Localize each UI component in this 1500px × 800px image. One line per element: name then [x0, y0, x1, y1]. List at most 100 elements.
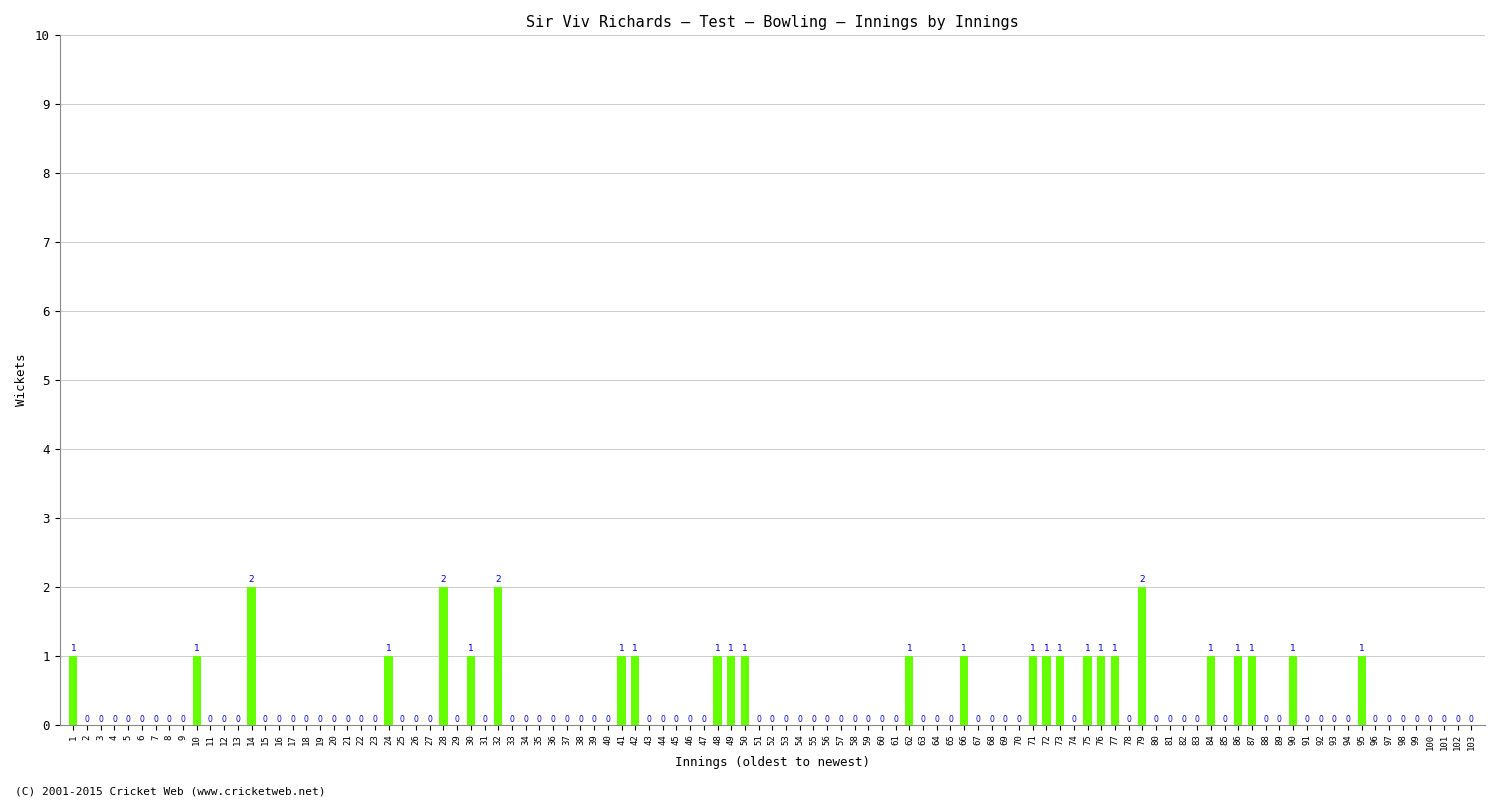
Text: 0: 0 — [1428, 714, 1432, 723]
Text: 0: 0 — [578, 714, 584, 723]
Text: 0: 0 — [879, 714, 885, 723]
Text: 0: 0 — [812, 714, 816, 723]
Text: 0: 0 — [1372, 714, 1378, 723]
Text: 0: 0 — [852, 714, 856, 723]
Bar — [192, 656, 201, 725]
Bar — [1234, 656, 1242, 725]
Text: 0: 0 — [1263, 714, 1268, 723]
Text: 1: 1 — [906, 644, 912, 653]
Text: 0: 0 — [414, 714, 419, 723]
Text: 1: 1 — [1208, 644, 1214, 653]
Bar — [440, 586, 447, 725]
Text: 1: 1 — [1030, 644, 1035, 653]
Text: 2: 2 — [441, 575, 446, 584]
Text: 0: 0 — [1017, 714, 1022, 723]
Text: 0: 0 — [372, 714, 378, 723]
Text: 0: 0 — [1305, 714, 1310, 723]
Text: 0: 0 — [1414, 714, 1419, 723]
Bar — [1112, 656, 1119, 725]
Text: 0: 0 — [934, 714, 939, 723]
Text: 0: 0 — [1167, 714, 1172, 723]
Text: 1: 1 — [194, 644, 200, 653]
Text: 0: 0 — [591, 714, 597, 723]
Text: 2: 2 — [249, 575, 255, 584]
Text: 0: 0 — [84, 714, 90, 723]
Text: 0: 0 — [1442, 714, 1446, 723]
Text: 1: 1 — [618, 644, 624, 653]
Bar — [1042, 656, 1050, 725]
Bar — [1208, 656, 1215, 725]
Text: 0: 0 — [606, 714, 610, 723]
Text: 0: 0 — [400, 714, 405, 723]
Text: 0: 0 — [1468, 714, 1473, 723]
Text: 0: 0 — [304, 714, 309, 723]
Bar — [1288, 656, 1298, 725]
Y-axis label: Wickets: Wickets — [15, 354, 28, 406]
Text: 0: 0 — [318, 714, 322, 723]
Text: 0: 0 — [988, 714, 994, 723]
Text: 0: 0 — [550, 714, 555, 723]
Text: 1: 1 — [1084, 644, 1090, 653]
Text: 0: 0 — [646, 714, 651, 723]
Text: 0: 0 — [1154, 714, 1158, 723]
Text: 0: 0 — [358, 714, 363, 723]
Bar — [248, 586, 255, 725]
Text: 0: 0 — [1222, 714, 1227, 723]
Text: 1: 1 — [729, 644, 734, 653]
Bar — [1248, 656, 1256, 725]
Bar — [494, 586, 502, 725]
Text: 0: 0 — [153, 714, 158, 723]
Text: 1: 1 — [70, 644, 76, 653]
Text: 0: 0 — [166, 714, 171, 723]
Text: 1: 1 — [1044, 644, 1050, 653]
Bar — [1056, 656, 1065, 725]
Text: 1: 1 — [742, 644, 748, 653]
Text: 0: 0 — [427, 714, 432, 723]
Text: 0: 0 — [1196, 714, 1200, 723]
Text: 0: 0 — [798, 714, 802, 723]
Text: 0: 0 — [1276, 714, 1282, 723]
Text: 1: 1 — [1290, 644, 1296, 653]
Text: 1: 1 — [633, 644, 638, 653]
Bar — [69, 656, 78, 725]
Bar — [618, 656, 626, 725]
Text: (C) 2001-2015 Cricket Web (www.cricketweb.net): (C) 2001-2015 Cricket Web (www.cricketwe… — [15, 786, 326, 796]
Text: 0: 0 — [1318, 714, 1323, 723]
Text: 0: 0 — [1401, 714, 1406, 723]
Text: 0: 0 — [332, 714, 336, 723]
Text: 0: 0 — [126, 714, 130, 723]
Text: 1: 1 — [714, 644, 720, 653]
Text: 0: 0 — [262, 714, 267, 723]
Text: 0: 0 — [825, 714, 830, 723]
Text: 1: 1 — [962, 644, 968, 653]
Bar — [384, 656, 393, 725]
Bar — [1358, 656, 1366, 725]
Text: 0: 0 — [209, 714, 213, 723]
Bar — [906, 656, 914, 725]
Bar — [1138, 586, 1146, 725]
Text: 0: 0 — [345, 714, 350, 723]
Text: 0: 0 — [660, 714, 664, 723]
Text: 0: 0 — [1126, 714, 1131, 723]
Text: 0: 0 — [948, 714, 952, 723]
Text: 1: 1 — [1112, 644, 1118, 653]
Text: 0: 0 — [702, 714, 706, 723]
Text: 0: 0 — [1346, 714, 1350, 723]
Text: 0: 0 — [537, 714, 542, 723]
Text: 0: 0 — [1386, 714, 1392, 723]
Text: 0: 0 — [482, 714, 488, 723]
Text: 0: 0 — [756, 714, 760, 723]
Bar — [1083, 656, 1092, 725]
Text: 0: 0 — [99, 714, 104, 723]
Text: 0: 0 — [674, 714, 680, 723]
Text: 0: 0 — [140, 714, 144, 723]
Text: 0: 0 — [112, 714, 117, 723]
Text: 1: 1 — [1250, 644, 1256, 653]
Bar — [632, 656, 639, 725]
Text: 0: 0 — [892, 714, 898, 723]
Text: 2: 2 — [1140, 575, 1144, 584]
Bar — [466, 656, 476, 725]
Text: 1: 1 — [1058, 644, 1064, 653]
Text: 1: 1 — [386, 644, 392, 653]
Text: 1: 1 — [468, 644, 474, 653]
